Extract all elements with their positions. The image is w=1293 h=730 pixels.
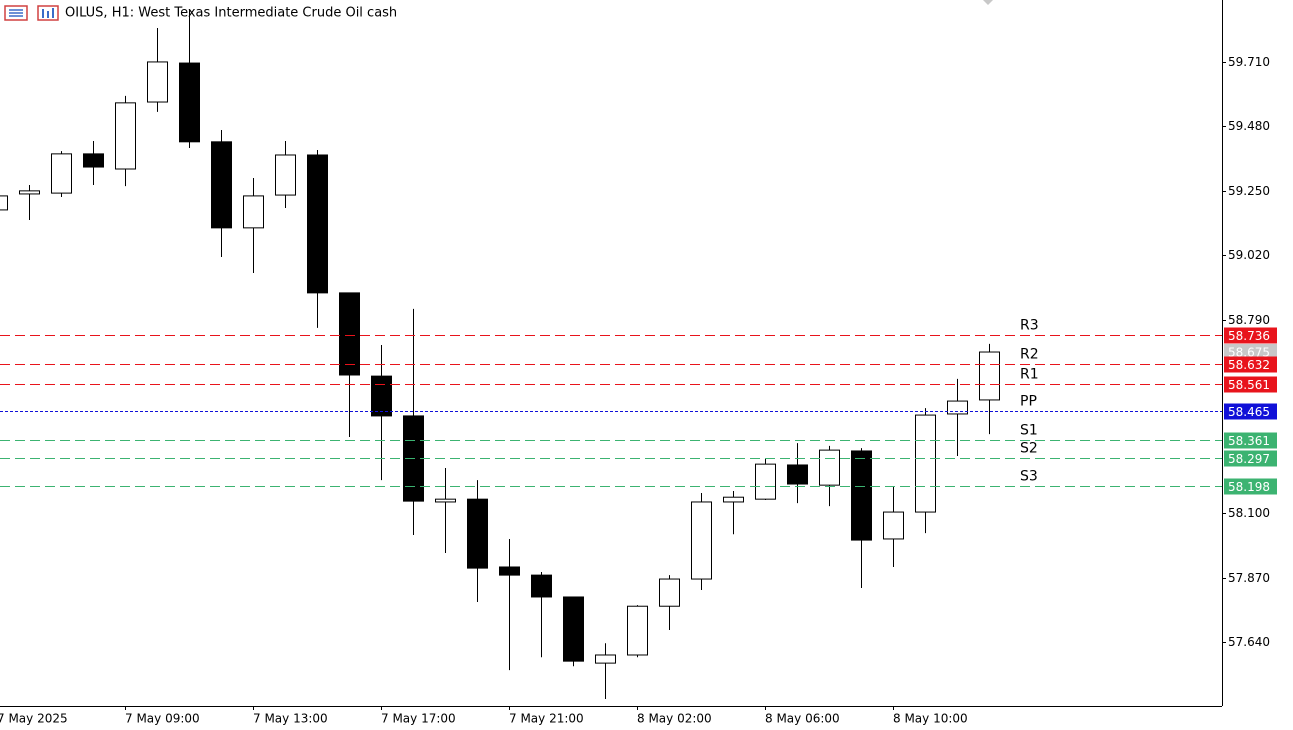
candle-body xyxy=(723,496,744,503)
level-name: S1 xyxy=(1020,423,1038,439)
level-tag xyxy=(1224,376,1277,393)
y-tick-label: 59.250 xyxy=(1228,184,1270,198)
candle-body xyxy=(531,574,552,598)
y-tick-label: 59.020 xyxy=(1228,248,1270,262)
x-tick-label: 7 May 13:00 xyxy=(253,712,328,726)
candle-body xyxy=(339,292,360,376)
candle-body xyxy=(595,654,616,664)
level-name: R1 xyxy=(1020,367,1039,383)
level-name: S3 xyxy=(1020,469,1038,485)
level-tag xyxy=(1224,327,1277,344)
candle-body xyxy=(691,501,712,580)
candle-body xyxy=(275,154,296,196)
candle-body xyxy=(83,153,104,168)
x-tick-label: 7 May 09:00 xyxy=(125,712,200,726)
level-value: 58.561 xyxy=(1228,378,1270,392)
candle-body xyxy=(435,498,456,503)
candle-body xyxy=(883,511,904,540)
candle-body xyxy=(787,464,808,485)
level-value: 58.361 xyxy=(1228,434,1270,448)
level-name: S2 xyxy=(1020,441,1038,457)
candle-body xyxy=(947,400,968,415)
level-name: PP xyxy=(1020,394,1037,410)
level-name: R3 xyxy=(1020,318,1039,334)
candle-body xyxy=(627,605,648,656)
y-tick-label: 57.640 xyxy=(1228,635,1270,649)
x-tick-label: 7 May 17:00 xyxy=(381,712,456,726)
level-value: 58.736 xyxy=(1228,329,1270,343)
x-tick-label: 8 May 02:00 xyxy=(637,712,712,726)
candle-body xyxy=(467,498,488,569)
level-value: 58.198 xyxy=(1228,480,1270,494)
candle-body xyxy=(179,62,200,143)
candle-body xyxy=(979,351,1000,401)
y-tick-label: 59.480 xyxy=(1228,119,1270,133)
level-tag xyxy=(1224,432,1277,449)
candle-body xyxy=(659,578,680,607)
candle-body xyxy=(371,375,392,417)
candle-body xyxy=(115,102,136,170)
level-value: 58.297 xyxy=(1228,452,1270,466)
level-name: R2 xyxy=(1020,347,1039,363)
x-tick-label: 8 May 06:00 xyxy=(765,712,840,726)
candle-body xyxy=(0,195,8,211)
candle-body xyxy=(499,566,520,576)
x-tick-label: 7 May 21:00 xyxy=(509,712,584,726)
candle-body xyxy=(851,450,872,541)
y-tick-label: 58.790 xyxy=(1228,313,1270,327)
candle-body xyxy=(819,449,840,486)
last-price-tag xyxy=(1224,344,1277,361)
y-tick-label: 58.100 xyxy=(1228,506,1270,520)
y-tick-label: 57.870 xyxy=(1228,571,1270,585)
level-tag xyxy=(1224,403,1277,420)
x-tick-label: 7 May 2025 xyxy=(0,712,68,726)
candle-body xyxy=(19,190,40,195)
candle-body xyxy=(915,414,936,513)
chart-title: OILUS, H1: West Texas Intermediate Crude… xyxy=(65,6,397,21)
candle-body xyxy=(755,463,776,500)
candles xyxy=(0,9,1000,699)
candle-body xyxy=(51,153,72,194)
candle-body xyxy=(211,141,232,229)
x-tick-label: 8 May 10:00 xyxy=(893,712,968,726)
header-icons xyxy=(4,5,59,21)
y-tick-label: 59.710 xyxy=(1228,55,1270,69)
candle-body xyxy=(243,195,264,229)
candle-body xyxy=(563,596,584,662)
level-value: 58.465 xyxy=(1228,405,1270,419)
level-tag xyxy=(1224,450,1277,467)
scroll-marker xyxy=(983,0,993,5)
level-value: 58.632 xyxy=(1228,358,1270,372)
level-tag xyxy=(1224,356,1277,373)
last-price-label: 58.675 xyxy=(1228,346,1270,360)
candle-body xyxy=(147,61,168,103)
level-tag xyxy=(1224,478,1277,495)
candle-body xyxy=(307,154,328,294)
